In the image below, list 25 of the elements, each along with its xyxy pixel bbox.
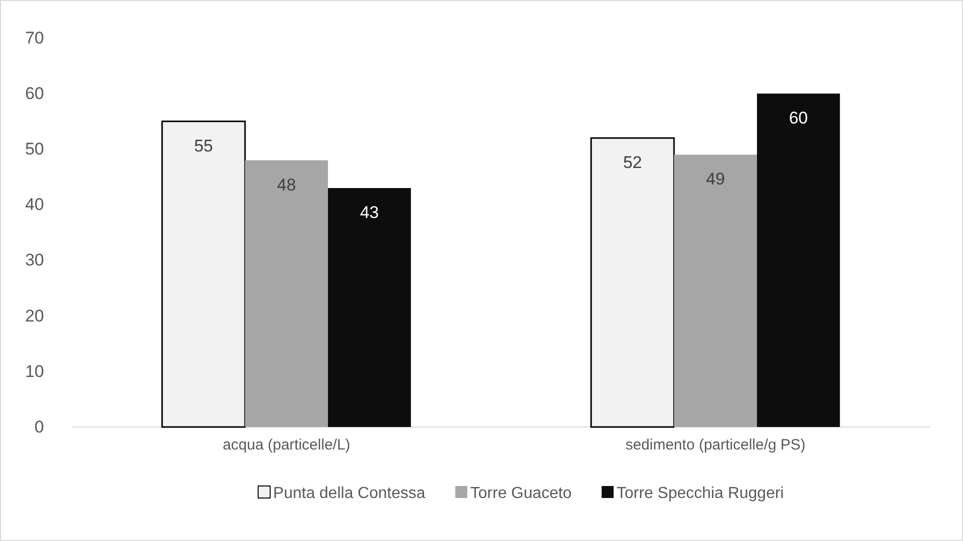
bar	[245, 160, 328, 427]
y-tick-label: 20	[25, 306, 44, 326]
data-label: 48	[277, 175, 296, 194]
data-label: 49	[706, 170, 725, 189]
y-tick-label: 0	[34, 417, 44, 436]
y-tick-label: 30	[25, 250, 44, 270]
bar	[674, 154, 757, 427]
bar	[161, 120, 246, 428]
data-label: 52	[623, 153, 642, 172]
y-tick-label: 70	[25, 28, 44, 48]
data-label: 55	[194, 136, 214, 156]
bar	[590, 137, 675, 428]
x-tick-label: acqua (particelle/L)	[222, 436, 350, 454]
y-tick-label: 40	[25, 195, 44, 214]
legend-label: Torre Guaceto	[470, 485, 572, 502]
bar	[756, 94, 840, 427]
y-tick-label: 10	[25, 362, 44, 381]
y-tick-label: 50	[25, 140, 44, 159]
legend-label: Torre Specchia Ruggeri	[616, 485, 784, 502]
data-label: 43	[360, 203, 379, 222]
x-tick-label: sedimento (particelle/g PS)	[625, 436, 806, 454]
legend-label: Punta della Contessa	[273, 485, 426, 502]
data-label: 60	[788, 108, 808, 128]
y-tick-label: 60	[25, 84, 44, 104]
bar	[328, 188, 411, 427]
